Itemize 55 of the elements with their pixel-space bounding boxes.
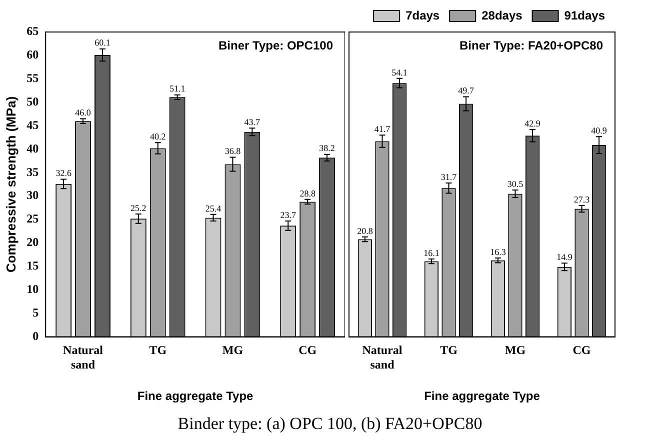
data-label: 25.2 (130, 202, 146, 213)
data-label: 23.7 (280, 210, 296, 220)
x-tick-label: Natural sand (362, 343, 403, 372)
data-label: 32.6 (56, 168, 72, 178)
y-tick-label: 65 (26, 24, 39, 38)
x-tick-label: TG (440, 343, 458, 358)
y-tick-label: 35 (26, 164, 39, 179)
x-tick-label: MG (504, 343, 526, 358)
data-label: 54.1 (392, 67, 408, 78)
data-label: 38.2 (319, 143, 335, 154)
legend-label: 91days (564, 8, 606, 22)
data-label: 43.7 (244, 116, 261, 127)
y-tick-label: 50 (26, 94, 39, 108)
text: Binder type: (a) OPC 100, (b) FA20+OPC80 (176, 414, 484, 434)
x-tick-label: TG (149, 343, 167, 358)
data-label: 27.3 (574, 194, 590, 204)
legend-label: 7days (406, 8, 440, 22)
y-tick-label: 55 (26, 70, 39, 85)
data-label: 42.9 (524, 118, 541, 128)
data-label: 25.4 (205, 203, 222, 214)
data-label: 30.5 (507, 178, 524, 189)
y-axis-title: Compressive strength (MPa) (3, 96, 18, 273)
x-tick-label: CG (572, 343, 591, 358)
data-label: 46.0 (75, 108, 92, 118)
y-tick-label: 60 (26, 48, 39, 62)
data-label: 49.7 (458, 86, 474, 96)
data-label: 40.9 (591, 125, 608, 136)
y-tick-label: 45 (26, 118, 39, 132)
y-tick-label: 15 (26, 258, 39, 273)
x-axis-title: Fine aggregate Type (137, 389, 254, 404)
data-label: 16.1 (424, 248, 440, 258)
data-label: 14.9 (556, 252, 573, 262)
y-tick-label: 10 (26, 282, 39, 296)
x-tick-label: MG (222, 343, 244, 358)
y-tick-label: 5 (32, 305, 39, 320)
y-tick-label: 0 (32, 328, 39, 343)
data-label: 20.8 (357, 226, 374, 236)
x-tick-label: CG (298, 343, 317, 358)
data-label: 16.3 (490, 246, 506, 257)
y-tick-label: 30 (26, 188, 39, 202)
data-label: 36.8 (224, 146, 242, 156)
y-tick-label: 25 (26, 212, 39, 226)
data-label: 28.8 (300, 188, 316, 198)
legend-label: 28days (482, 8, 523, 22)
data-label: 51.1 (169, 84, 186, 94)
data-label: 31.7 (440, 172, 458, 182)
data-label: 40.2 (150, 132, 166, 142)
x-tick-label: Natural sand (63, 343, 104, 372)
annotation: Biner Type: OPC100 (218, 38, 334, 52)
x-axis-title: Fine aggregate Type (424, 389, 540, 404)
data-label: 60.1 (94, 38, 110, 48)
annotation: Biner Type: FA20+OPC80 (460, 38, 604, 52)
y-tick-label: 40 (26, 141, 39, 156)
y-tick-label: 20 (26, 235, 39, 250)
data-label: 41.7 (374, 124, 391, 134)
